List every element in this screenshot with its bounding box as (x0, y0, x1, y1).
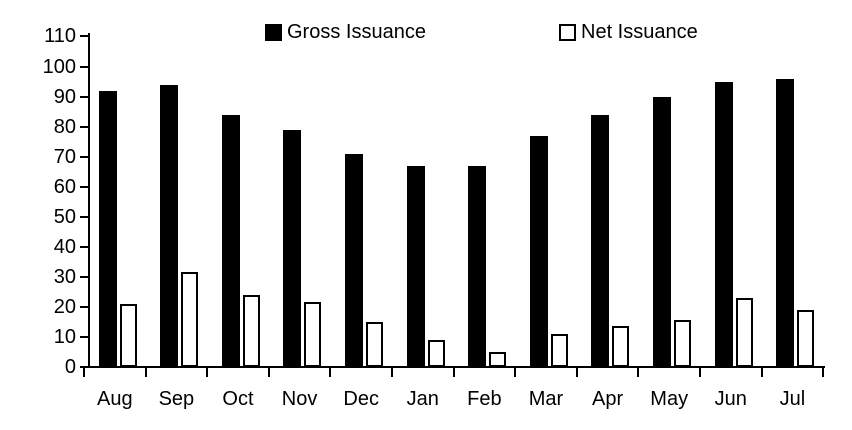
net-issuance-bar-feb (489, 351, 507, 367)
gross-issuance-swatch-icon (265, 23, 282, 41)
y-axis-tick (80, 305, 88, 308)
net-issuance-bar-may (673, 320, 691, 367)
net-issuance-bar-apr (612, 326, 630, 367)
y-axis-tick-label: 20 (53, 295, 76, 318)
gross-issuance-bar-aug (98, 90, 117, 367)
y-axis-tick-label: 100 (42, 55, 76, 78)
gross-issuance-bar-feb (468, 165, 487, 367)
y-axis-tick-label: 40 (53, 235, 76, 258)
x-axis-tick (514, 366, 517, 377)
x-axis-category-label: Nov (281, 388, 318, 410)
y-axis-tick (80, 275, 88, 278)
y-axis-tick (80, 125, 88, 128)
gross-issuance-bar-sep (160, 84, 179, 367)
y-axis-tick (80, 215, 88, 218)
y-axis-tick (80, 185, 88, 188)
x-axis-tick (699, 366, 701, 377)
gross-issuance-bar-nov (283, 129, 302, 367)
x-axis-tick (452, 366, 455, 377)
x-axis-tick (144, 366, 147, 377)
y-axis-tick (80, 35, 88, 38)
gross-issuance-bar-jul (776, 78, 795, 367)
y-axis-tick (80, 95, 88, 98)
net-issuance-bar-jun (735, 297, 753, 367)
gross-issuance-bar-apr (591, 114, 610, 367)
x-axis-category-label: Sep (158, 388, 195, 410)
net-issuance-swatch-icon (559, 23, 576, 41)
legend-label-gross-issuance: Gross Issuance (287, 21, 426, 43)
y-axis-tick-label: 10 (53, 325, 76, 348)
x-axis-tick (83, 366, 85, 377)
x-axis-tick (575, 366, 578, 377)
y-axis-tick-label: 60 (53, 175, 76, 198)
gross-issuance-bar-may (652, 96, 671, 367)
x-axis-line (84, 366, 826, 368)
net-issuance-bar-mar (550, 333, 568, 367)
x-axis-category-label: Aug (97, 388, 133, 410)
y-axis-tick (80, 65, 88, 68)
x-axis-category-label: Jul (779, 388, 806, 410)
x-axis-category-label: Dec (343, 388, 379, 410)
x-axis-category-label: Jan (406, 388, 439, 410)
legend-label-net-issuance: Net Issuance (581, 21, 698, 43)
x-axis-category-label: Apr (592, 388, 624, 410)
gross-issuance-bar-oct (221, 114, 240, 367)
net-issuance-bar-dec (365, 321, 383, 367)
y-axis-tick-label: 90 (53, 85, 76, 108)
gross-issuance-bar-mar (529, 135, 548, 367)
y-axis-line (88, 33, 90, 368)
x-axis-category-label: May (650, 388, 689, 410)
y-axis-tick (80, 335, 88, 338)
gross-issuance-bar-jun (714, 81, 733, 367)
legend-item-gross-issuance: Gross Issuance (265, 21, 426, 43)
net-issuance-bar-oct (242, 294, 260, 367)
y-axis-tick-label: 80 (53, 115, 76, 138)
net-issuance-bar-nov (304, 302, 322, 367)
x-axis-category-label: Jun (714, 388, 747, 410)
x-axis-tick (637, 366, 640, 377)
y-axis-tick-label: 0 (64, 356, 76, 378)
chart-legend: Gross Issuance Net Issuance (0, 0, 852, 50)
gross-issuance-bar-jan (406, 165, 425, 367)
y-axis-tick-label: 70 (53, 145, 76, 168)
y-axis-tick-label: 50 (53, 205, 76, 228)
net-issuance-bar-jan (427, 339, 445, 367)
gross-issuance-bar-dec (344, 153, 363, 367)
legend-item-net-issuance: Net Issuance (559, 21, 698, 43)
y-axis-tick-label: 30 (53, 265, 76, 288)
net-issuance-bar-sep (181, 272, 199, 367)
net-issuance-bar-aug (119, 303, 137, 367)
y-axis-tick-label: 110 (44, 25, 76, 48)
y-axis-tick (80, 155, 88, 158)
x-axis-category-label: Oct (222, 388, 254, 410)
x-axis-tick (267, 366, 270, 377)
x-axis-tick (760, 366, 763, 377)
net-issuance-bar-jul (797, 309, 815, 367)
x-axis-tick (391, 366, 393, 377)
x-axis-tick (329, 366, 332, 377)
y-axis-tick (80, 245, 88, 248)
x-axis-tick (822, 366, 825, 377)
x-axis-tick (206, 366, 209, 377)
x-axis-category-label: Feb (467, 388, 502, 410)
x-axis-category-label: Mar (528, 388, 564, 410)
